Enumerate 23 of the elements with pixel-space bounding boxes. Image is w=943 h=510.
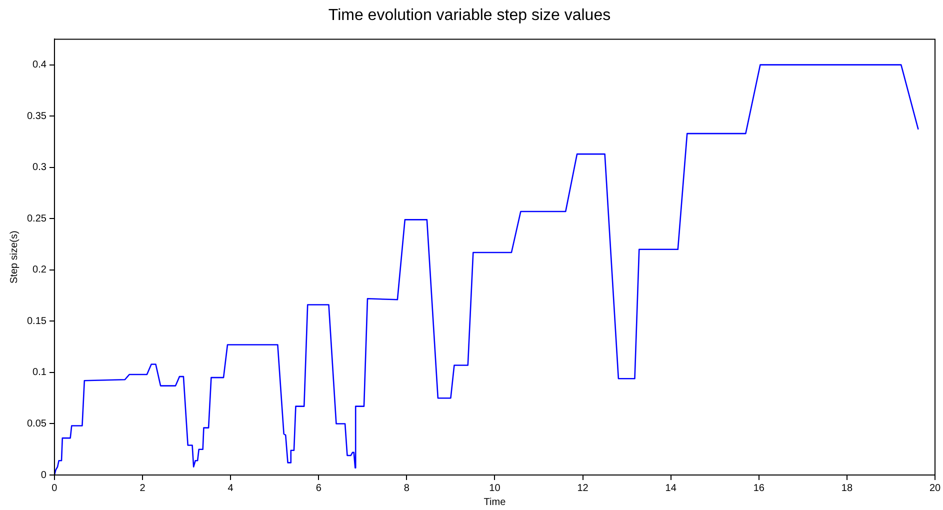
y-tick-label: 0.4	[32, 60, 47, 71]
y-tick-label: 0.2	[32, 264, 47, 276]
x-tick-label: 0	[52, 482, 58, 494]
x-tick-label: 6	[316, 482, 322, 494]
x-axis-title: Time	[484, 496, 506, 508]
x-tick-label: 18	[841, 482, 853, 494]
x-tick-label: 10	[489, 482, 501, 494]
y-tick-label: 0.05	[26, 418, 47, 430]
y-tick-label: 0	[40, 470, 47, 481]
x-tick-label: 16	[753, 482, 765, 494]
x-tick-label: 2	[140, 482, 146, 494]
x-tick-label: 12	[577, 482, 589, 494]
y-tick-label: 0.1	[32, 367, 47, 378]
x-tick-label: 14	[665, 482, 677, 494]
y-tick-label: 0.35	[26, 110, 47, 122]
x-tick-label: 4	[228, 482, 234, 494]
x-tick-label: 20	[929, 482, 941, 494]
y-axis-title: Step size(s)	[8, 230, 20, 284]
y-tick-label: 0.3	[32, 162, 47, 174]
y-tick-label: 0.25	[26, 213, 47, 224]
x-tick-label: 8	[404, 482, 410, 494]
y-tick-label: 0.15	[26, 316, 47, 327]
chart-title: Time evolution variable step size values	[328, 7, 611, 24]
